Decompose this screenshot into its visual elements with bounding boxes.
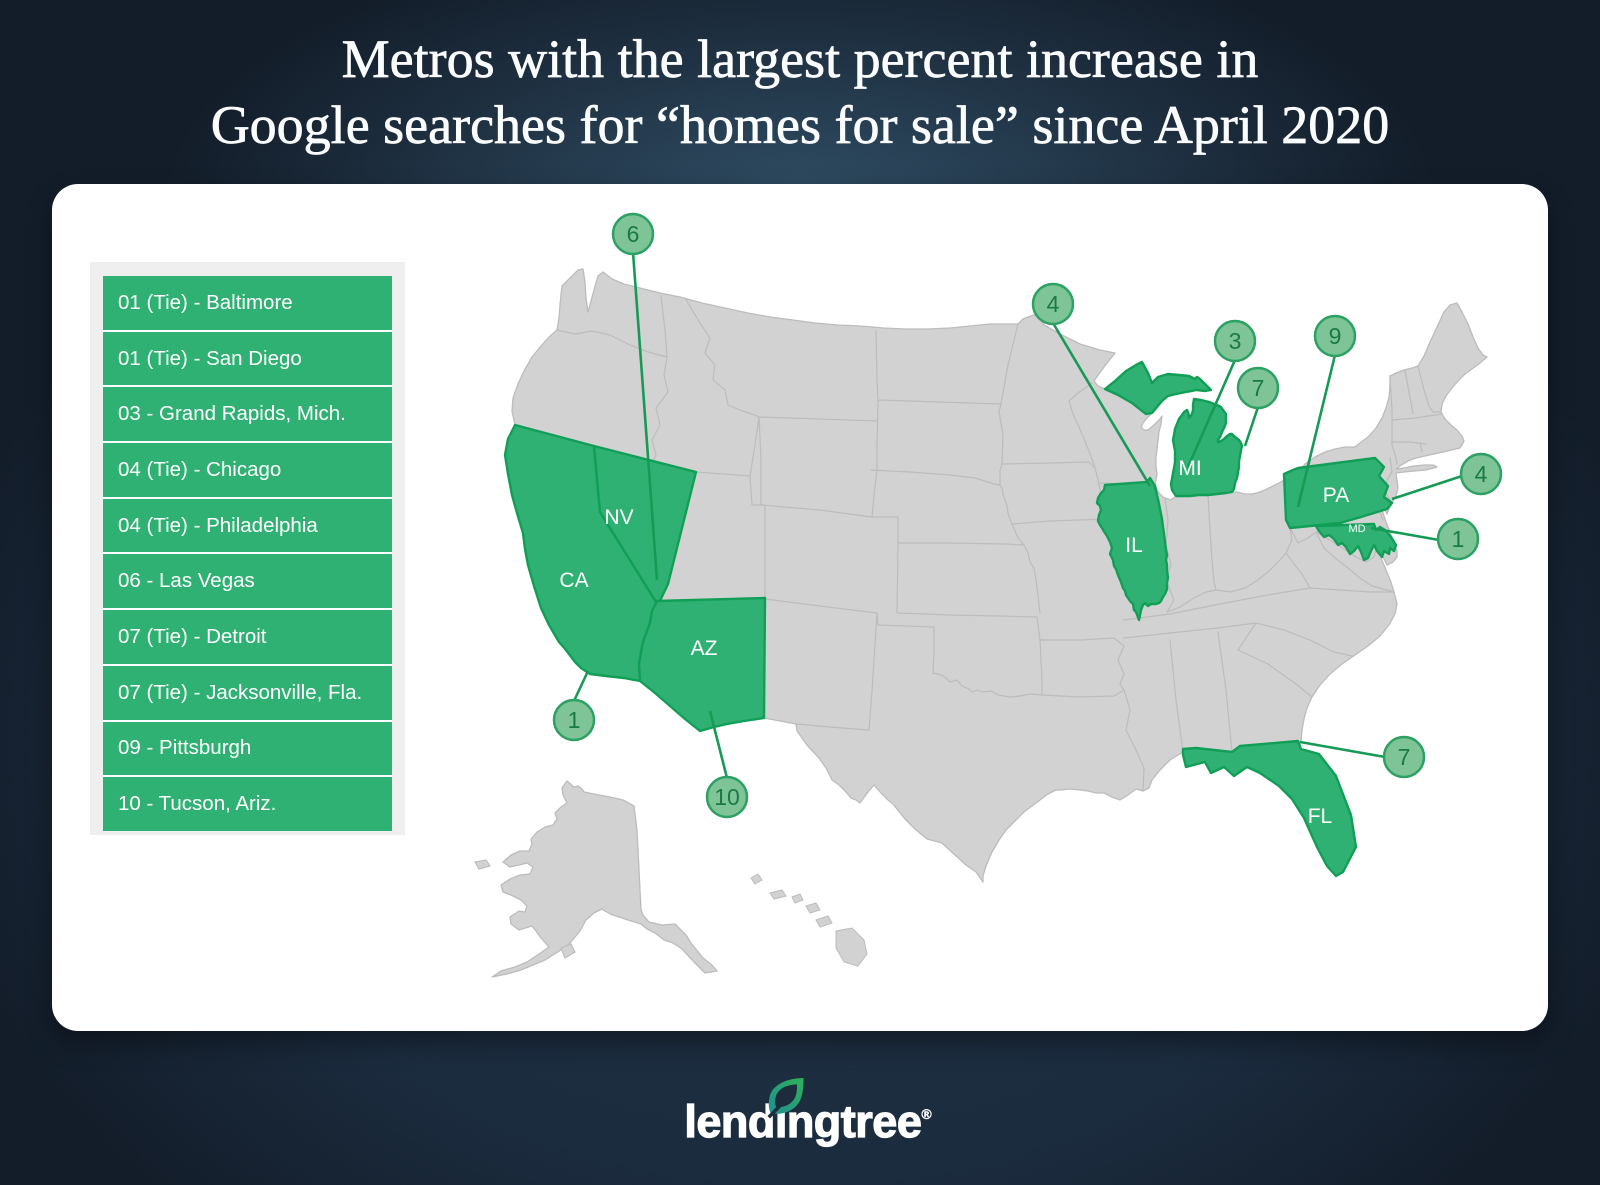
svg-text:PA: PA [1323,484,1349,507]
svg-text:4: 4 [1047,291,1060,317]
svg-text:7: 7 [1398,744,1411,770]
svg-text:1: 1 [568,707,581,733]
svg-text:3: 3 [1229,328,1242,354]
svg-text:10: 10 [714,784,740,810]
svg-text:MD: MD [1348,523,1365,535]
svg-text:NV: NV [604,506,633,529]
svg-text:MI: MI [1178,457,1201,480]
svg-text:4: 4 [1475,461,1488,487]
svg-text:9: 9 [1329,323,1342,349]
svg-text:1: 1 [1452,526,1465,552]
svg-text:7: 7 [1252,375,1265,401]
svg-text:6: 6 [627,221,640,247]
svg-text:AZ: AZ [691,637,718,660]
svg-text:CA: CA [559,569,588,592]
svg-text:FL: FL [1308,805,1333,828]
svg-text:IL: IL [1125,534,1143,557]
